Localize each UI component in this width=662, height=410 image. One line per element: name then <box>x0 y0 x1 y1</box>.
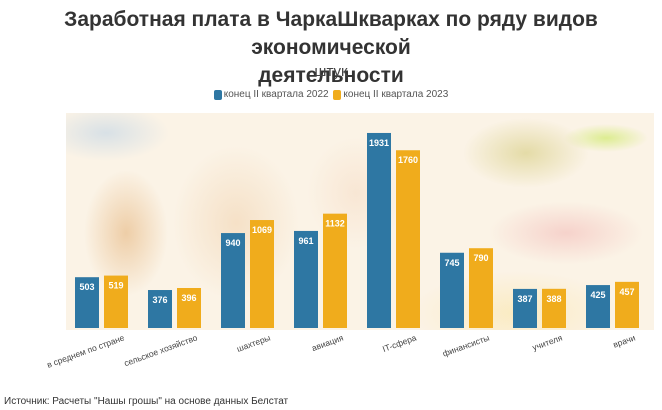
bar-2022-5[interactable] <box>440 252 464 328</box>
data-label: 1760 <box>398 155 418 165</box>
bar-2023-2[interactable] <box>250 220 274 328</box>
legend-item-2023[interactable]: конец II квартала 2023 <box>333 89 448 100</box>
bar-2022-3[interactable] <box>294 230 318 328</box>
data-label: 388 <box>546 294 561 304</box>
bar-2023-5[interactable] <box>469 248 493 328</box>
data-label: 376 <box>152 295 167 305</box>
x-tick-label: учителя <box>531 332 564 352</box>
chart-title-line-1: Заработная плата в ЧаркаШкварках по ряду… <box>64 8 598 59</box>
x-tick-label: сельское хозяйство <box>123 332 199 368</box>
legend-item-2022[interactable]: конец II квартала 2022 <box>213 89 329 100</box>
data-label: 425 <box>590 290 605 300</box>
x-tick-label: авиация <box>310 332 345 353</box>
bar-2022-7[interactable] <box>586 285 610 328</box>
data-label: 961 <box>298 236 313 246</box>
x-tick-label: шахтеры <box>235 332 271 353</box>
data-label: 519 <box>108 281 123 291</box>
source-note: Источник: Расчеты "Нашы грошы" на основе… <box>4 396 289 407</box>
data-label: 1931 <box>369 138 389 148</box>
bar-2022-1[interactable] <box>148 290 172 328</box>
x-tick-label: в среднем по стране <box>45 332 125 369</box>
legend-swatch-2023 <box>333 89 342 100</box>
data-label: 1069 <box>252 225 272 235</box>
data-label: 396 <box>181 293 196 303</box>
bar-2023-3[interactable] <box>323 213 347 328</box>
data-label: 745 <box>444 258 459 268</box>
chart-title-line-2: деятельности <box>258 64 404 87</box>
data-label: 503 <box>79 282 94 292</box>
x-tick-label: финансисты <box>441 332 491 358</box>
bar-2022-4[interactable] <box>367 132 391 328</box>
data-label: 790 <box>473 253 488 263</box>
bar-2022-0[interactable] <box>75 277 99 328</box>
legend: конец II квартала 2022 конец II квартала… <box>0 89 662 103</box>
data-label: 387 <box>517 294 532 304</box>
bar-2022-2[interactable] <box>221 233 245 328</box>
data-label: 940 <box>225 238 240 248</box>
chart-title: Заработная плата в ЧаркаШкварках по ряду… <box>0 6 662 90</box>
x-tick-label: IT-сфера <box>381 332 418 354</box>
x-tick-label: врачи <box>612 332 637 349</box>
legend-label-2022: конец II квартала 2022 <box>223 89 329 100</box>
bar-2023-7[interactable] <box>615 281 639 328</box>
bar-2023-0[interactable] <box>104 275 128 328</box>
legend-swatch-2022 <box>213 89 222 100</box>
bar-2022-6[interactable] <box>513 288 537 328</box>
data-label: 457 <box>619 287 634 297</box>
bar-2023-1[interactable] <box>177 288 201 328</box>
chart-subtitle: штук <box>314 63 348 80</box>
bar-2023-6[interactable] <box>542 288 566 328</box>
bar-2023-4[interactable] <box>396 150 420 328</box>
legend-label-2023: конец II квартала 2023 <box>343 89 449 100</box>
data-label: 1132 <box>325 219 345 229</box>
